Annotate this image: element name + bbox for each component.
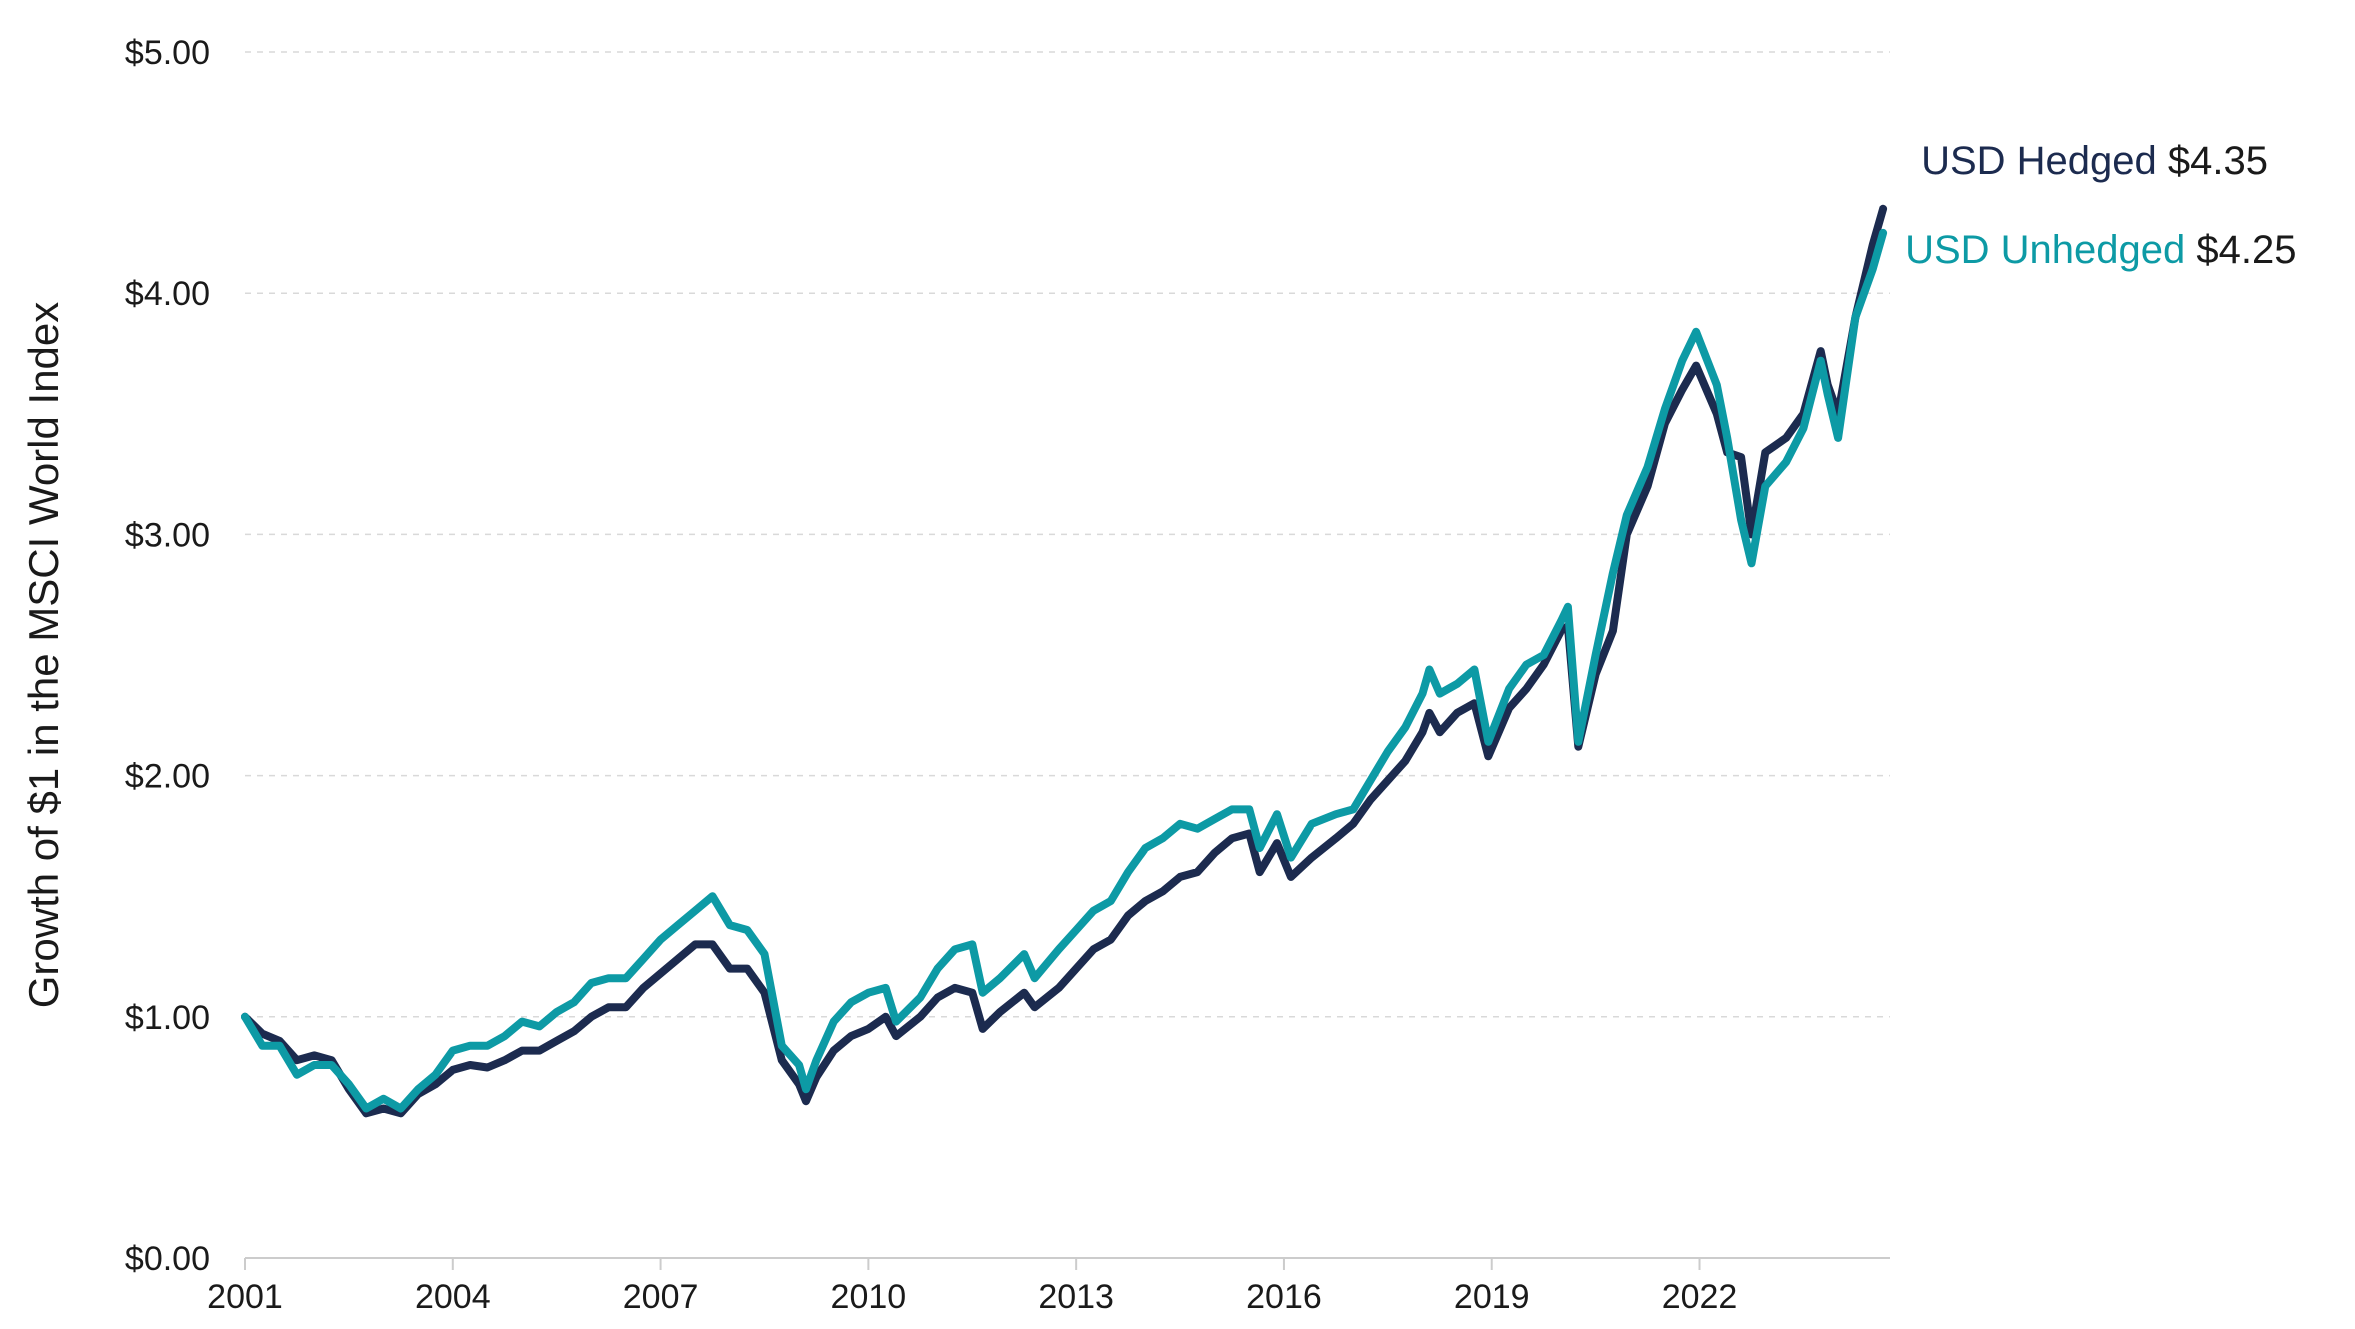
x-tick-label: 2001 <box>207 1278 283 1316</box>
end-label-usd-unhedged: USD Unhedged $4.25 <box>1905 228 2296 272</box>
x-tick-label: 2010 <box>831 1278 907 1316</box>
series-end-value: $4.25 <box>2196 228 2296 272</box>
y-tick-label: $1.00 <box>125 999 210 1037</box>
y-axis-title: Growth of $1 in the MSCI World Index <box>20 302 67 1009</box>
series-name: USD Unhedged <box>1905 228 2196 272</box>
y-tick-label: $3.00 <box>125 516 210 554</box>
end-label-usd-hedged: USD Hedged $4.35 <box>1921 139 2268 183</box>
x-tick-label: 2013 <box>1038 1278 1114 1316</box>
series-name: USD Hedged <box>1921 139 2168 183</box>
x-tick-label: 2004 <box>415 1278 491 1316</box>
end-labels: USD Hedged $4.35 USD Unhedged $4.25 <box>1905 139 2296 272</box>
y-tick-label: $5.00 <box>125 34 210 72</box>
x-axis-ticks: 2001 2004 2007 2010 2013 2016 2019 2022 <box>207 1258 1737 1316</box>
y-tick-label: $2.00 <box>125 758 210 796</box>
series-lines <box>241 204 1888 1118</box>
y-tick-label: $4.00 <box>125 275 210 313</box>
series-end-value: $4.35 <box>2168 139 2268 183</box>
x-tick-label: 2007 <box>623 1278 699 1316</box>
x-tick-label: 2016 <box>1246 1278 1322 1316</box>
y-axis-ticks: $0.00 $1.00 $2.00 $3.00 $4.00 $5.00 <box>125 34 210 1278</box>
y-tick-label: $0.00 <box>125 1240 210 1278</box>
gridlines <box>245 51 1890 1018</box>
series-line-usd-hedged <box>241 204 1888 1118</box>
series-line-usd-unhedged <box>241 228 1888 1113</box>
x-tick-label: 2022 <box>1662 1278 1738 1316</box>
x-tick-label: 2019 <box>1454 1278 1530 1316</box>
